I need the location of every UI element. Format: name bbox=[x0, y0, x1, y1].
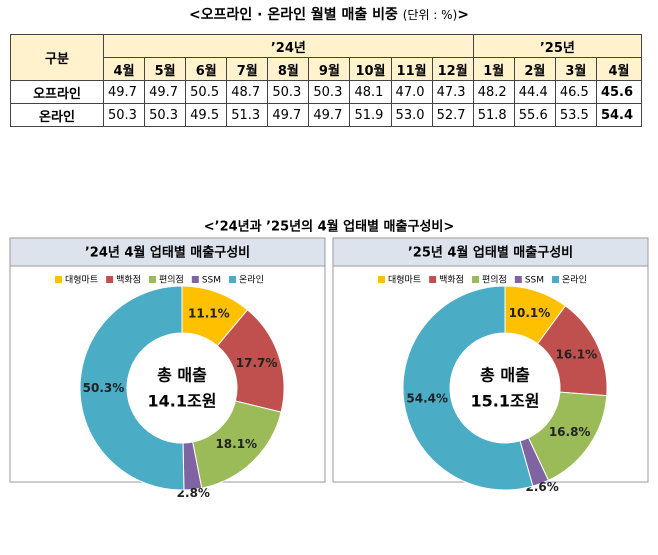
cell: 47.0 bbox=[390, 80, 433, 104]
row-label: 온라인 bbox=[10, 103, 104, 127]
cell: 45.6 bbox=[595, 80, 643, 104]
value-label: 18.1% bbox=[215, 437, 257, 451]
cell: 53.0 bbox=[390, 103, 433, 127]
cell: 51.3 bbox=[226, 103, 269, 127]
month-row: 4월 5월 6월 7월 8월 9월 10월 11월 12월 1월 2월 3월 4월 bbox=[11, 57, 643, 81]
center-text: 총 매출 bbox=[157, 366, 207, 385]
cell: 50.3 bbox=[308, 80, 351, 104]
legend-label: SSM bbox=[525, 276, 544, 286]
legend-swatch bbox=[552, 276, 560, 283]
cell: 49.7 bbox=[267, 103, 310, 127]
cell: 49.5 bbox=[185, 103, 228, 127]
cell: 44.4 bbox=[513, 80, 556, 104]
cell: 51.8 bbox=[472, 103, 515, 127]
header: 구분 bbox=[10, 34, 104, 81]
month: 4월 bbox=[595, 57, 643, 81]
cell: 52.7 bbox=[431, 103, 474, 127]
cell: 55.6 bbox=[513, 103, 556, 127]
chart-title: ’24년 4월 업태별 매출구성비 bbox=[85, 245, 250, 261]
legend-label: 편의점 bbox=[159, 274, 184, 286]
value-label: 50.3% bbox=[83, 381, 125, 395]
cell: 51.9 bbox=[349, 103, 392, 127]
legend-label: 대형마트 bbox=[388, 275, 421, 286]
cell: 48.7 bbox=[226, 80, 269, 104]
legend-label: 온라인 bbox=[562, 275, 587, 286]
legend-swatch bbox=[148, 276, 156, 283]
legend-swatch bbox=[106, 276, 114, 283]
month: 2월 bbox=[513, 57, 556, 81]
value-label: 54.4% bbox=[406, 391, 448, 405]
value-label: 11.1% bbox=[188, 307, 230, 321]
value-label: 10.1% bbox=[509, 306, 551, 320]
cell: 48.2 bbox=[472, 80, 515, 104]
month: 5월 bbox=[144, 57, 187, 81]
section-title: <’24년과 ’25년의 4월 업태별 매출구성비> bbox=[204, 219, 454, 235]
table: 구분 ’24년 ’25년 4월 5월 6월 7월 8월 9월 10월 11월 12월 1월 2월 3월 4월 오… bbox=[10, 34, 643, 127]
cell: 50.5 bbox=[185, 80, 228, 104]
data-row: 오프라인 49.7 49.7 50.5 48.7 50.3 50.3 48.1 47.0 47.3… bbox=[10, 80, 643, 104]
month: 4월 bbox=[102, 57, 146, 81]
cell: 50.3 bbox=[102, 103, 146, 127]
cell: 50.3 bbox=[144, 103, 187, 127]
center bbox=[129, 335, 235, 441]
month: 7월 bbox=[226, 57, 269, 81]
legend-swatch bbox=[429, 276, 437, 283]
unit: (단위 : %) bbox=[402, 8, 458, 22]
center bbox=[452, 335, 558, 441]
legend-label: 온라인 bbox=[239, 275, 264, 286]
month: 8월 bbox=[267, 57, 310, 81]
legend-swatch bbox=[514, 276, 522, 283]
legend-swatch bbox=[191, 276, 199, 283]
center-text: 15.1조원 bbox=[471, 392, 540, 411]
cell: 46.5 bbox=[554, 80, 597, 104]
month: 3월 bbox=[554, 57, 597, 81]
chart-title: ’25년 4월 업태별 매출구성비 bbox=[408, 245, 573, 261]
header-row: 구분 ’24년 ’25년 bbox=[10, 34, 643, 81]
year: ’24년 bbox=[103, 34, 474, 58]
month: 9월 bbox=[308, 57, 351, 81]
title-close: > bbox=[457, 7, 469, 23]
legend-swatch bbox=[471, 276, 479, 283]
cell: 53.5 bbox=[554, 103, 597, 127]
cell: 48.1 bbox=[349, 80, 392, 104]
center-text: 14.1조원 bbox=[148, 392, 217, 411]
legend-label: SSM bbox=[202, 276, 221, 286]
legend-swatch bbox=[229, 276, 237, 283]
cell: 54.4 bbox=[595, 103, 643, 127]
legend-label: 대형마트 bbox=[65, 275, 98, 286]
month: 11월 bbox=[390, 57, 433, 81]
month: 12월 bbox=[431, 57, 474, 81]
cell: 49.7 bbox=[144, 80, 187, 104]
legend-label: 편의점 bbox=[482, 274, 507, 286]
cell: 50.3 bbox=[267, 80, 310, 104]
charts: <’24년과 ’25년의 4월 업태별 매출구성비> ’24년 4월 업태별 매… bbox=[9, 219, 649, 500]
panel-header bbox=[332, 237, 649, 267]
panel-header bbox=[9, 237, 326, 267]
page: <오프라인 · 온라인 월별 매출 비중 (단위 : %)> 구분 ’24년 ’25… bbox=[0, 4, 658, 500]
value-label: 17.7% bbox=[236, 356, 278, 370]
title: <오프라인 · 온라인 월별 매출 비중 (단위 : %)> bbox=[0, 4, 658, 24]
legend-label: 백화점 bbox=[116, 274, 141, 286]
month: 10월 bbox=[349, 57, 392, 81]
month: 6월 bbox=[185, 57, 228, 81]
month: 1월 bbox=[472, 57, 515, 81]
cell: 49.7 bbox=[308, 103, 351, 127]
year: ’25년 bbox=[472, 34, 643, 58]
legend-swatch bbox=[378, 276, 385, 283]
row-label: 오프라인 bbox=[10, 80, 104, 104]
cell: 47.3 bbox=[431, 80, 474, 104]
value-label: 16.8% bbox=[549, 425, 591, 439]
legend-label: 백화점 bbox=[439, 274, 464, 286]
data-row: 온라인 50.3 50.3 49.5 51.3 49.7 49.7 51.9 53.0 52.7 5… bbox=[10, 103, 643, 127]
center-text: 총 매출 bbox=[480, 366, 530, 385]
title-main: <오프라인 · 온라인 월별 매출 비중 bbox=[189, 7, 398, 23]
value-label: 16.1% bbox=[556, 348, 598, 362]
legend-swatch bbox=[55, 276, 62, 283]
cell: 49.7 bbox=[102, 80, 146, 104]
